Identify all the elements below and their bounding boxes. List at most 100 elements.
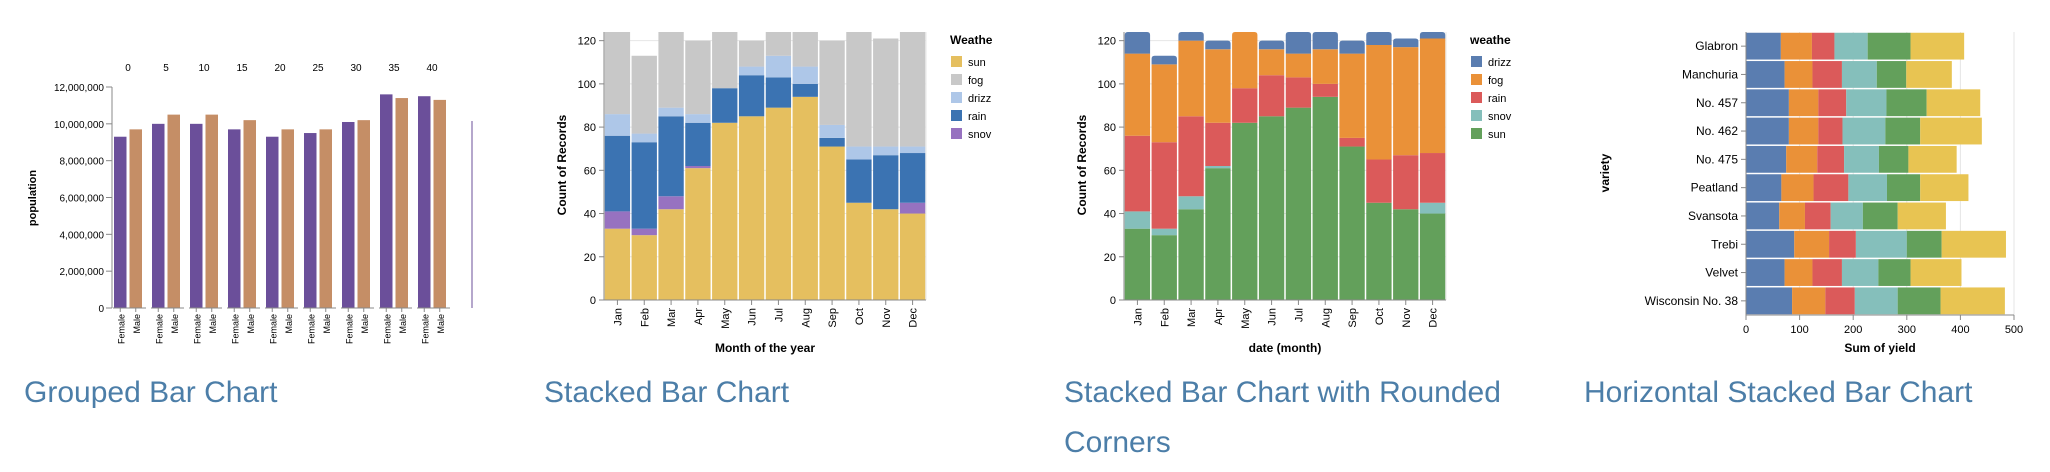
x-tick-label: Apr (693, 308, 705, 325)
bar-segment-drizzle (1205, 40, 1231, 50)
facet-header-label: 20 (274, 63, 286, 74)
y-tick-label: 4,000,000 (60, 230, 105, 241)
x-tick-label: Female (192, 314, 202, 344)
y-axis-title: Count of Records (1075, 114, 1089, 215)
x-axis-title: date (month) (1249, 341, 1322, 355)
x-tick-label: Nov (1401, 308, 1413, 328)
bar-segment (1813, 174, 1849, 202)
bar-segment-fog (738, 40, 765, 67)
bar-segment (1829, 230, 1856, 258)
bar-segment-sun (1366, 202, 1392, 300)
bar-segment-drizzle (1151, 55, 1177, 65)
legend-swatch-drizzle (951, 92, 962, 103)
x-tick-label: Apr (1213, 308, 1225, 325)
x-tick-label: Aug (800, 308, 812, 328)
bar-segment (1897, 287, 1941, 315)
bar-segment-snow (1151, 228, 1177, 236)
bar-male (281, 129, 294, 308)
y-tick-label: 80 (584, 122, 596, 134)
bar-female (152, 123, 165, 308)
bar-segment-fog (1393, 47, 1419, 156)
bar-segment (1746, 202, 1780, 230)
x-tick-label: Female (268, 314, 278, 344)
x-tick-label: Female (420, 314, 430, 344)
bar-segment (1834, 32, 1868, 60)
bar-segment (1811, 32, 1835, 60)
bar-segment (1784, 61, 1813, 88)
grouped-bar-chart-link[interactable]: Grouped Bar Chart (24, 376, 278, 409)
x-tick-label: Mar (666, 308, 678, 327)
legend-label: drizz (1488, 57, 1511, 69)
bar-segment (1910, 32, 1965, 60)
y-tick-label: No. 462 (1696, 124, 1738, 138)
facet-header-label: 30 (350, 63, 362, 74)
x-tick-label: May (720, 308, 732, 329)
bar-segment-fog (1151, 64, 1177, 143)
bar-segment (1867, 32, 1911, 60)
bar-segment (1784, 259, 1813, 286)
bar-segment (1746, 117, 1789, 145)
y-tick-label: No. 475 (1696, 152, 1738, 166)
bar-segment (1841, 61, 1877, 88)
y-tick-label: 40 (1104, 209, 1116, 221)
bar-segment (1818, 117, 1843, 145)
bar-segment-fog (1178, 40, 1204, 117)
bar-segment-rain (1232, 88, 1258, 123)
bar-segment-sun (1178, 209, 1204, 300)
bar-segment-rain (1419, 153, 1446, 203)
bar-segment-fog (712, 32, 738, 89)
bar-segment-drizzle (658, 107, 684, 117)
x-tick-label: Female (230, 314, 240, 344)
x-tick-label: Male (170, 314, 180, 334)
bar-segment (1786, 145, 1818, 173)
legend-swatch-snow (1471, 110, 1482, 121)
rounded-stacked-bar-chart-link[interactable]: Stacked Bar Chart with Rounded Corners (1064, 376, 1501, 459)
bar-segment-fog (1205, 49, 1231, 123)
y-axis-title: variety (1598, 153, 1612, 192)
bar-segment-sun (1312, 96, 1338, 300)
bar-segment-rain (1205, 122, 1231, 166)
bar-segment-rain (631, 142, 657, 229)
bar-segment (1788, 89, 1819, 117)
x-tick-label: 100 (1790, 324, 1808, 336)
bar-segment-sun (604, 228, 631, 300)
bar-segment (1878, 145, 1909, 173)
x-axis-title: Month of the year (715, 341, 815, 355)
bar-segment-drizzle (846, 146, 872, 160)
x-tick-label: Feb (1159, 308, 1171, 327)
y-tick-label: 12,000,000 (54, 83, 104, 94)
y-tick-label: 120 (1098, 36, 1116, 48)
bar-male (395, 98, 408, 308)
stacked-bar-chart-panel: 0 20 40 60 80 100 120 Jan Feb Mar Apr May Jun Jul Aug S… (520, 0, 1020, 472)
y-tick-label: 0 (1110, 295, 1116, 307)
bar-segment (1940, 287, 2005, 315)
y-tick-label: 40 (584, 209, 596, 221)
y-axis-title: Count of Records (555, 114, 569, 215)
y-tick-label: 60 (1104, 165, 1116, 177)
bar-segment-sun (738, 116, 765, 301)
bar-segment (1862, 202, 1898, 230)
bar-segment-sun (1205, 168, 1231, 300)
x-tick-label: Aug (1320, 308, 1332, 328)
legend-label: snov (1488, 111, 1512, 123)
y-tick-label: 80 (1104, 122, 1116, 134)
y-tick-label: Peatland (1691, 181, 1738, 195)
bar-segment-sun (1419, 213, 1446, 300)
bar-segment (1910, 259, 1962, 286)
bar-segment (1746, 61, 1785, 88)
bar-segment-snow (1205, 166, 1231, 169)
horizontal-stacked-bar-chart-link[interactable]: Horizontal Stacked Bar Chart (1584, 376, 1973, 409)
x-tick-label: Male (322, 314, 332, 334)
bar-segment-drizzle (873, 146, 899, 156)
x-tick-label: Male (284, 314, 294, 334)
bar-segment-fog (846, 32, 872, 147)
bar-segment-drizzle (819, 124, 845, 138)
x-tick-label: Male (398, 314, 408, 334)
bar-segment (1746, 259, 1785, 286)
legend-label: rain (1488, 93, 1506, 105)
bar-segment (1781, 174, 1814, 202)
x-tick-label: Feb (639, 308, 651, 327)
bar-segment-rain (712, 88, 738, 123)
bar-segment-drizzle (631, 133, 657, 143)
stacked-bar-chart-link[interactable]: Stacked Bar Chart (544, 376, 790, 409)
